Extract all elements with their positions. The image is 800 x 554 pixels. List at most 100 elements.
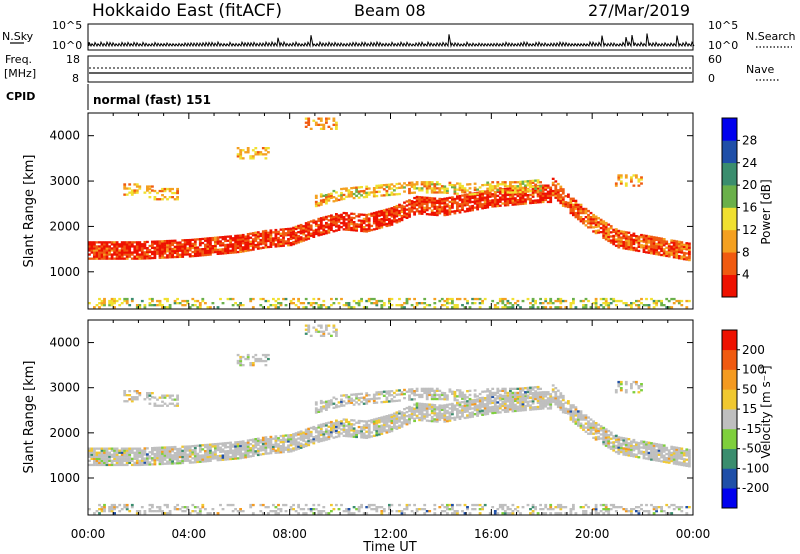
power-cell	[350, 216, 353, 219]
power-cell	[410, 191, 414, 194]
power-cell	[125, 297, 129, 301]
power-cell	[130, 299, 134, 303]
velocity-cell	[246, 443, 250, 446]
power-cell	[630, 238, 633, 241]
velocity-cell	[435, 408, 439, 411]
power-cell	[302, 233, 306, 236]
power-cell	[498, 190, 502, 193]
velocity-cell	[458, 395, 462, 398]
velocity-cell	[503, 402, 507, 405]
power-cell	[569, 302, 573, 305]
power-cell	[299, 226, 303, 229]
velocity-cell	[549, 405, 553, 408]
velocity-cell	[350, 397, 353, 400]
velocity-cell	[486, 406, 490, 409]
power-cell	[95, 255, 99, 258]
velocity-cell	[526, 402, 530, 405]
power-cell	[342, 220, 346, 223]
velocity-cell	[146, 463, 149, 466]
power-cell	[574, 213, 578, 217]
power-cell	[554, 188, 558, 191]
power-cell	[214, 240, 217, 243]
velocity-cell	[493, 411, 497, 414]
velocity-cell	[567, 408, 570, 411]
power-cell	[506, 306, 510, 309]
velocity-cell	[173, 445, 177, 449]
velocity-cell	[524, 397, 527, 400]
velocity-cell	[622, 443, 626, 446]
power-cell	[319, 193, 323, 196]
power-cell	[561, 198, 565, 201]
power-cell	[251, 149, 255, 152]
power-cell	[264, 238, 268, 241]
power-cell	[531, 185, 535, 189]
velocity-cell	[171, 462, 174, 465]
velocity-cell	[360, 392, 363, 395]
power-cell	[645, 236, 648, 240]
power-cell	[362, 191, 366, 195]
velocity-cell	[461, 391, 464, 394]
velocity-cell	[677, 451, 681, 454]
velocity-cell	[627, 446, 631, 449]
power-cell	[438, 299, 442, 303]
power-cell	[483, 196, 487, 199]
velocity-cell	[521, 401, 525, 404]
velocity-cell	[340, 424, 343, 427]
velocity-cell	[151, 453, 154, 456]
velocity-cell	[665, 457, 669, 460]
velocity-cell	[478, 392, 482, 396]
power-cell	[395, 213, 399, 216]
velocity-cell	[335, 429, 338, 432]
power-cell	[178, 245, 182, 248]
velocity-cell	[307, 429, 311, 432]
velocity-cell	[509, 402, 512, 405]
power-cell	[93, 247, 96, 250]
power-cell	[148, 302, 152, 305]
power-cell	[645, 238, 648, 242]
velocity-cell	[554, 391, 558, 394]
power-cell	[516, 199, 520, 202]
velocity-cell	[206, 459, 210, 463]
velocity-cell	[287, 440, 290, 443]
power-cell	[128, 191, 132, 194]
power-cell	[204, 253, 207, 257]
velocity-cell	[602, 436, 606, 440]
velocity-cell	[655, 459, 658, 462]
velocity-cell	[312, 425, 316, 429]
power-cell	[554, 184, 558, 187]
velocity-cell	[667, 459, 671, 462]
velocity-cell	[284, 434, 288, 437]
power-cell	[256, 235, 260, 238]
velocity-cell	[254, 438, 258, 441]
velocity-cell	[277, 503, 280, 507]
velocity-cell	[607, 442, 611, 445]
velocity-cell	[347, 399, 351, 403]
velocity-cell	[327, 437, 331, 441]
power-cell	[171, 256, 174, 259]
velocity-cell	[188, 455, 192, 458]
power-cell	[529, 182, 532, 185]
velocity-cell	[594, 422, 598, 425]
power-cell	[302, 225, 306, 228]
velocity-cell	[546, 399, 550, 402]
power-cell	[650, 297, 653, 301]
power-cell	[168, 187, 172, 191]
power-cell	[327, 193, 331, 196]
velocity-cell	[453, 399, 457, 402]
power-cell	[135, 253, 139, 256]
velocity-cell	[325, 400, 328, 403]
velocity-cell	[531, 408, 535, 411]
velocity-cell	[274, 435, 278, 438]
velocity-cell	[173, 506, 177, 509]
power-cell	[589, 211, 593, 215]
power-cell	[103, 253, 106, 256]
power-cell	[433, 191, 437, 194]
velocity-cell	[231, 451, 235, 454]
velocity-cell	[604, 428, 608, 431]
power-cell	[395, 182, 399, 186]
power-cell	[138, 249, 142, 252]
velocity-cell	[214, 453, 217, 456]
power-cell	[503, 185, 507, 188]
power-cell	[120, 249, 124, 252]
power-cell	[287, 242, 290, 245]
